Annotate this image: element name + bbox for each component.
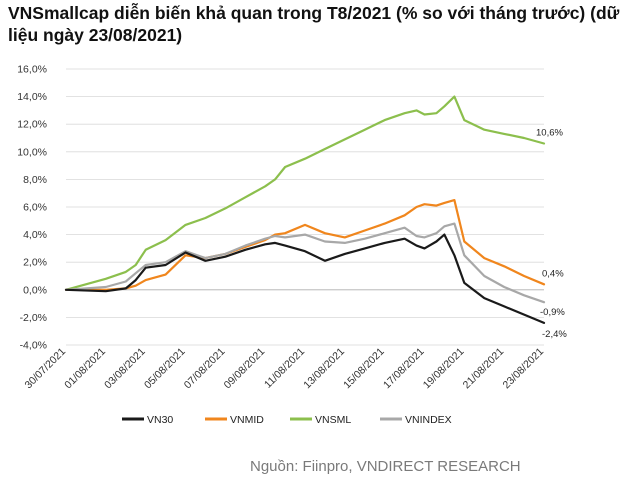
data-labels: -2,4% 0,4% 10,6% -0,9%: [536, 128, 567, 340]
x-tick-label: 17/08/2021: [381, 346, 427, 392]
chart-title: VNSmallcap diễn biến khả quan trong T8/2…: [8, 3, 620, 45]
y-tick-label: 14,0%: [17, 91, 47, 103]
x-tick-label: 09/08/2021: [222, 346, 268, 392]
series-line-vnmid: [64, 199, 546, 291]
y-axis: -4,0% -2,0% 0,0% 2,0% 4,0% 6,0% 8,0% 10,0% 12,0%…: [17, 64, 47, 352]
data-label-vnmid: 0,4%: [542, 268, 564, 279]
data-label-vnindex: -0,9%: [540, 307, 565, 318]
x-tick-label: 15/08/2021: [341, 346, 387, 392]
x-tick-label: 21/08/2021: [461, 346, 507, 392]
data-label-vn30: -2,4%: [542, 329, 567, 340]
x-tick-label: 11/08/2021: [262, 346, 307, 391]
y-tick-label: 10,0%: [17, 146, 47, 158]
legend-label-vnindex: VNINDEX: [405, 414, 452, 426]
legend-label-vn30: VN30: [147, 414, 173, 426]
legend: VN30 VNMID VNSML VNINDEX: [122, 414, 452, 426]
y-tick-label: 0,0%: [23, 284, 47, 296]
x-tick-label: 07/08/2021: [182, 346, 228, 392]
y-tick-label: 6,0%: [23, 202, 47, 214]
y-tick-label: 2,0%: [23, 257, 47, 269]
y-tick-label: -4,0%: [20, 340, 47, 352]
x-tick-label: 01/08/2021: [62, 346, 108, 392]
y-tick-label: 16,0%: [17, 64, 47, 76]
x-tick-label: 13/08/2021: [301, 346, 347, 392]
y-tick-label: 4,0%: [23, 229, 47, 241]
legend-label-vnsml: VNSML: [315, 414, 351, 426]
legend-label-vnmid: VNMID: [230, 414, 264, 426]
series-line-vnsml: [64, 95, 546, 291]
series-lines: [64, 95, 546, 324]
x-tick-label: 05/08/2021: [142, 346, 188, 392]
x-axis: 30/07/202101/08/202103/08/202105/08/2021…: [22, 289, 546, 392]
series-line-vn30: [64, 233, 546, 324]
data-label-vnsml: 10,6%: [536, 128, 563, 139]
y-tick-label: 8,0%: [23, 174, 47, 186]
x-tick-label: 03/08/2021: [102, 346, 148, 392]
source-note: Nguồn: Fiinpro, VNDIRECT RESEARCH: [250, 458, 521, 475]
y-tick-label: -2,0%: [20, 312, 47, 324]
x-tick-label: 30/07/2021: [22, 346, 68, 392]
gridlines: [66, 68, 544, 346]
y-tick-label: 12,0%: [17, 119, 47, 131]
series-line-vnindex: [64, 222, 546, 304]
x-tick-label: 19/08/2021: [421, 346, 467, 392]
x-tick-label: 23/08/2021: [500, 346, 546, 392]
